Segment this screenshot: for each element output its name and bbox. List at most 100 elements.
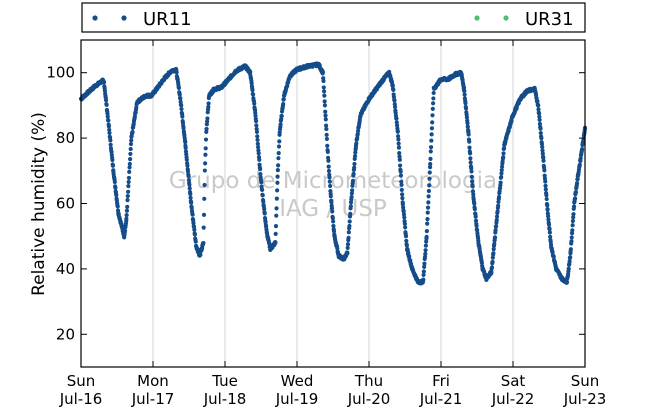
data-point bbox=[496, 194, 502, 200]
data-point bbox=[538, 130, 543, 136]
data-point bbox=[321, 89, 327, 94]
data-point bbox=[256, 151, 261, 156]
data-point bbox=[496, 203, 501, 208]
data-point bbox=[425, 221, 430, 226]
data-point bbox=[424, 239, 429, 244]
data-point bbox=[275, 188, 280, 193]
data-point bbox=[570, 223, 575, 228]
data-point bbox=[543, 183, 548, 188]
data-point bbox=[568, 247, 573, 252]
data-point bbox=[400, 192, 405, 197]
data-point bbox=[493, 228, 498, 233]
data-point bbox=[536, 107, 541, 112]
data-point bbox=[110, 163, 116, 168]
data-point bbox=[352, 161, 357, 167]
data-point bbox=[569, 235, 574, 240]
data-point bbox=[467, 151, 473, 156]
data-point bbox=[328, 194, 333, 199]
data-point bbox=[262, 211, 267, 216]
data-point bbox=[177, 92, 182, 97]
data-point bbox=[331, 219, 336, 224]
data-point bbox=[115, 204, 120, 209]
data-point bbox=[348, 204, 353, 209]
data-point bbox=[107, 130, 112, 136]
data-point bbox=[467, 145, 472, 150]
data-point bbox=[408, 258, 413, 263]
data-point bbox=[353, 150, 358, 155]
y-axis: 20 40 60 80 100 bbox=[46, 64, 585, 343]
data-point bbox=[253, 113, 258, 118]
data-point bbox=[399, 182, 404, 187]
data-point bbox=[423, 243, 428, 248]
data-point bbox=[425, 205, 431, 210]
legend-marker-ur11 bbox=[92, 15, 98, 21]
data-point bbox=[276, 163, 281, 168]
data-point bbox=[350, 178, 356, 184]
data-point bbox=[497, 189, 502, 194]
data-point bbox=[501, 146, 507, 151]
data-point bbox=[255, 141, 260, 146]
data-point bbox=[428, 156, 433, 162]
data-point bbox=[103, 98, 109, 103]
data-point bbox=[537, 121, 543, 127]
data-point bbox=[183, 145, 188, 151]
y-axis-label: Relative humidity (%) bbox=[29, 112, 49, 296]
data-point bbox=[281, 97, 286, 102]
data-point bbox=[540, 151, 545, 156]
data-point bbox=[571, 212, 576, 217]
data-point bbox=[127, 169, 132, 175]
data-point bbox=[130, 129, 135, 135]
data-point bbox=[324, 136, 330, 142]
data-point bbox=[395, 134, 401, 139]
data-point bbox=[398, 173, 404, 178]
data-point bbox=[329, 200, 334, 205]
data-point bbox=[255, 134, 260, 139]
data-point bbox=[540, 144, 545, 150]
data-point bbox=[129, 138, 134, 143]
data-point bbox=[276, 144, 282, 149]
data-point bbox=[494, 214, 500, 219]
data-point bbox=[567, 259, 572, 264]
data-point bbox=[185, 169, 191, 174]
data-point bbox=[547, 230, 552, 235]
data-point bbox=[189, 200, 194, 205]
plot-area: Grupo de Micrometeorologia IAG / USP 204… bbox=[46, 39, 606, 408]
data-point bbox=[204, 126, 209, 132]
data-point bbox=[326, 168, 332, 174]
legend-box bbox=[81, 2, 586, 33]
data-point bbox=[580, 147, 585, 152]
x-tick-label-date: Jul-21 bbox=[419, 390, 463, 408]
data-point bbox=[424, 228, 429, 234]
data-point bbox=[346, 230, 351, 235]
data-point bbox=[394, 123, 400, 128]
data-point bbox=[352, 154, 358, 159]
data-point bbox=[571, 215, 576, 220]
data-point bbox=[254, 123, 259, 128]
grid-lines bbox=[152, 40, 514, 367]
data-point bbox=[125, 193, 130, 199]
data-point bbox=[536, 111, 542, 116]
legend-marker-ur31-2 bbox=[503, 15, 509, 21]
data-point bbox=[322, 103, 328, 108]
data-point bbox=[180, 114, 185, 119]
data-point bbox=[279, 113, 284, 119]
data-point bbox=[348, 211, 353, 217]
data-point bbox=[112, 179, 117, 185]
x-tick-label-date: Jul-18 bbox=[203, 390, 247, 408]
data-point bbox=[106, 118, 111, 123]
data-point bbox=[326, 158, 331, 163]
data-point bbox=[566, 266, 571, 271]
data-point bbox=[257, 157, 262, 162]
data-point bbox=[254, 129, 260, 134]
data-point bbox=[543, 179, 548, 184]
data-point bbox=[258, 172, 263, 177]
data-point bbox=[543, 187, 548, 192]
data-point bbox=[261, 199, 266, 204]
data-point bbox=[329, 206, 335, 211]
data-point bbox=[542, 168, 547, 173]
data-point bbox=[262, 206, 267, 212]
data-point bbox=[572, 196, 578, 201]
data-point bbox=[398, 163, 403, 168]
data-point bbox=[124, 208, 130, 213]
data-point bbox=[430, 113, 435, 118]
